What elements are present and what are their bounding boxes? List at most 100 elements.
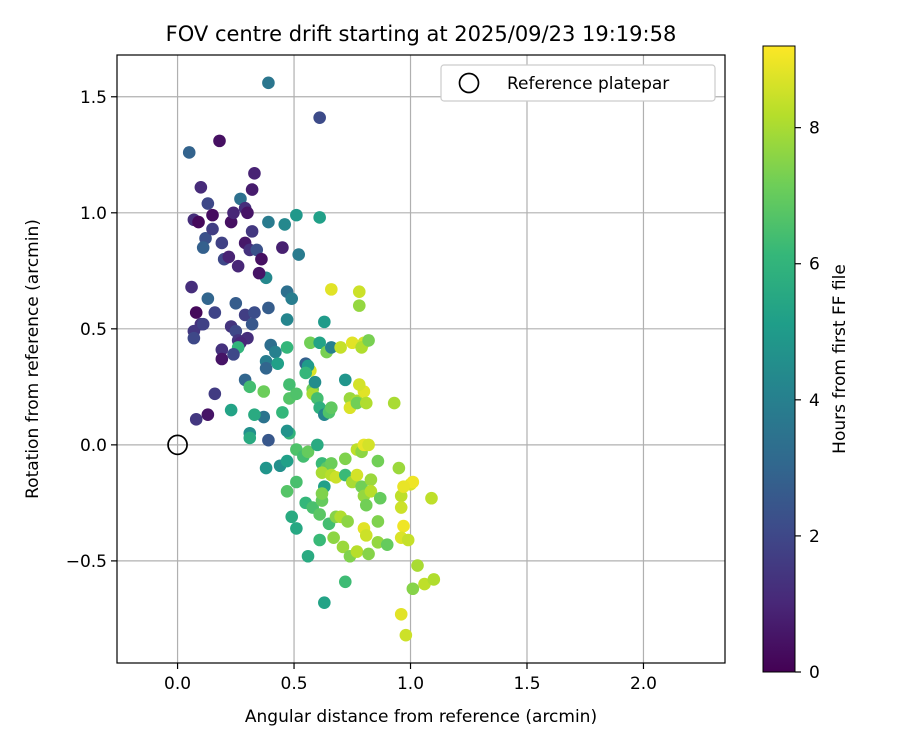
- data-point: [301, 549, 315, 563]
- data-point: [241, 206, 254, 220]
- data-point: [250, 243, 264, 257]
- data-point: [387, 396, 401, 410]
- data-point: [325, 283, 338, 296]
- data-point: [371, 515, 385, 528]
- plot-frame: [116, 54, 726, 664]
- data-point: [229, 297, 243, 310]
- data-point: [234, 192, 247, 206]
- data-point: [304, 336, 317, 350]
- data-point: [308, 375, 322, 389]
- data-point: [257, 385, 271, 398]
- data-point: [313, 211, 326, 224]
- y-tick-label: 1.5: [80, 88, 107, 108]
- x-tick-label: 0.5: [281, 674, 308, 694]
- colorbar-gradient: [762, 45, 796, 673]
- data-point: [255, 252, 268, 266]
- data-point: [194, 180, 208, 194]
- data-point: [262, 301, 275, 315]
- data-point: [394, 607, 408, 621]
- data-point: [327, 531, 340, 544]
- y-tick-label: 1.0: [80, 204, 107, 224]
- legend-entry-reference-platepar: Reference platepar: [507, 74, 669, 94]
- data-point: [313, 336, 326, 350]
- data-point: [341, 515, 354, 528]
- data-point: [359, 498, 373, 512]
- data-point: [350, 468, 364, 482]
- data-point: [285, 510, 299, 524]
- data-point: [196, 317, 210, 331]
- data-point: [245, 317, 259, 331]
- data-point: [227, 206, 240, 220]
- legend: Reference platepar: [440, 64, 716, 102]
- data-point: [283, 378, 296, 391]
- data-point: [392, 461, 406, 475]
- colorbar-tick-label: 4: [809, 391, 820, 411]
- data-point: [280, 341, 294, 354]
- data-point: [338, 452, 352, 466]
- data-point: [243, 431, 257, 445]
- grid-lines: [117, 55, 725, 663]
- data-point: [285, 292, 299, 305]
- data-point: [397, 519, 410, 533]
- data-point: [196, 241, 210, 254]
- data-point: [224, 403, 238, 417]
- data-point: [325, 457, 338, 470]
- data-point: [292, 248, 306, 261]
- data-point: [262, 433, 275, 447]
- data-point: [206, 208, 219, 222]
- data-point: [325, 341, 338, 354]
- data-point: [269, 345, 282, 359]
- data-point: [201, 197, 215, 210]
- colorbar-tick-label: 0: [809, 663, 820, 683]
- data-point: [364, 473, 378, 486]
- data-point: [350, 396, 364, 410]
- colorbar-tick-label: 8: [809, 119, 820, 139]
- data-point: [334, 341, 347, 354]
- y-tick-label: −0.5: [66, 552, 107, 572]
- data-point: [278, 218, 292, 231]
- data-point: [248, 167, 261, 180]
- data-point: [213, 134, 226, 148]
- data-point: [262, 76, 275, 90]
- data-point: [215, 352, 229, 366]
- data-point: [338, 373, 352, 387]
- data-point: [401, 533, 415, 547]
- data-point: [362, 438, 375, 452]
- data-point: [371, 454, 385, 468]
- data-point: [397, 480, 410, 493]
- data-point: [362, 334, 375, 347]
- data-point: [380, 538, 394, 551]
- data-point: [418, 577, 431, 591]
- data-point: [345, 336, 359, 350]
- data-point: [318, 596, 331, 609]
- colorbar-ticks: 0 2 4 6 8: [795, 119, 820, 683]
- data-point: [259, 361, 273, 375]
- data-point: [427, 573, 441, 586]
- data-point: [243, 380, 257, 394]
- colorbar-label: Hours from first FF file: [830, 264, 850, 454]
- x-tick-label: 1.0: [397, 674, 424, 694]
- data-point: [290, 522, 303, 535]
- data-point: [359, 529, 373, 542]
- colorbar-tick-label: 6: [809, 255, 820, 275]
- data-point: [313, 508, 326, 521]
- data-point: [364, 484, 378, 498]
- data-point: [411, 559, 424, 572]
- data-point: [318, 315, 331, 329]
- data-point: [399, 628, 413, 642]
- data-point: [280, 313, 294, 326]
- data-point: [406, 582, 420, 596]
- data-point: [252, 266, 266, 280]
- data-point: [280, 454, 294, 468]
- data-point: [245, 183, 259, 196]
- data-point: [222, 250, 236, 264]
- data-point: [350, 545, 364, 558]
- data-point: [311, 438, 324, 452]
- legend-box: [440, 64, 716, 102]
- data-point: [352, 299, 366, 312]
- data-point: [336, 540, 350, 554]
- data-point: [313, 111, 326, 124]
- y-axis-label: Rotation from reference (arcmin): [23, 219, 43, 499]
- data-point: [425, 491, 438, 505]
- data-point: [182, 146, 196, 159]
